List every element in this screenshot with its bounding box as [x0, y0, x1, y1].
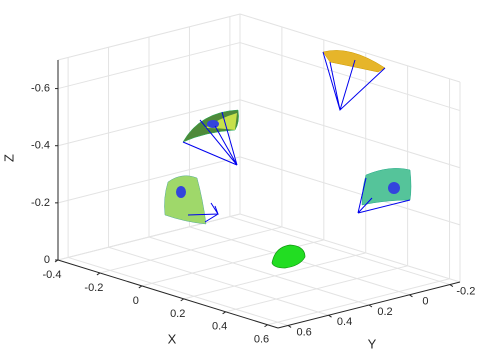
y-axis-label: Y — [368, 336, 377, 351]
z-tick-label: -0.6 — [31, 82, 50, 94]
y-tick-label: 0.4 — [337, 316, 352, 328]
y-tick-label: 0.6 — [296, 326, 311, 338]
x-axis-label: X — [168, 331, 177, 346]
grid-line — [148, 236, 370, 306]
y-tick-label: -0.2 — [456, 285, 475, 297]
x-tick-label: -0.2 — [84, 282, 103, 294]
grid-line — [239, 156, 461, 226]
frustum — [187, 202, 219, 223]
surface — [322, 50, 386, 73]
x-tick-label: 0.2 — [170, 308, 185, 320]
x-tick-label: -0.4 — [43, 269, 62, 281]
frustum — [357, 177, 411, 214]
z-tick-label: -0.4 — [31, 140, 50, 152]
grid-line — [57, 213, 241, 261]
grid-line — [57, 156, 241, 204]
z-tick-label: -0.2 — [31, 197, 50, 209]
surfaces — [164, 50, 412, 269]
surface — [361, 168, 412, 206]
grid-line — [108, 246, 329, 316]
grid-line — [57, 42, 241, 90]
box-edge — [239, 13, 461, 83]
y-axis — [277, 281, 461, 329]
surface — [164, 175, 207, 225]
x-tick-label: 0.4 — [212, 321, 227, 333]
z-axis-label: Z — [1, 154, 16, 162]
point-cloud — [176, 186, 186, 198]
point-cloud — [388, 182, 400, 194]
point-cloud — [271, 244, 306, 269]
x-axis — [57, 259, 279, 329]
frustum — [182, 111, 238, 166]
point-cloud — [207, 120, 219, 128]
grid-line — [239, 99, 461, 169]
x-tick-label: 0.6 — [254, 334, 269, 346]
z-tick-label: 0 — [44, 254, 50, 266]
y-tick-label: 0.2 — [377, 306, 392, 318]
frustum — [322, 51, 386, 111]
grid-line — [67, 256, 289, 326]
y-tick-label: 0 — [422, 296, 428, 308]
axes: -0.4 -0.2 0 0.2 0.4 0.6 -0.2 0 0.2 0.4 0.6 0 -0.2 -0.… — [31, 60, 475, 346]
grid-line — [57, 99, 241, 147]
grid-line — [239, 213, 461, 283]
x-tick-label: 0 — [133, 295, 139, 307]
grid-line — [229, 216, 451, 286]
